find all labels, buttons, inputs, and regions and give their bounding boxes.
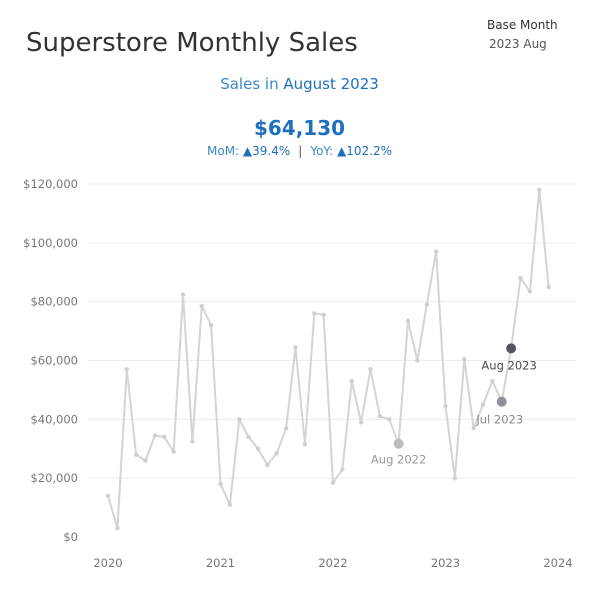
- x-tick-label: 2020: [93, 556, 122, 570]
- data-point[interactable]: [330, 480, 336, 485]
- x-tick-label: 2024: [543, 556, 572, 570]
- sales-subtitle: Sales in August 2023: [0, 75, 599, 93]
- base-month-selector[interactable]: 2023 Aug: [489, 37, 547, 51]
- x-tick-label: 2022: [318, 556, 347, 570]
- x-tick-label: 2023: [431, 556, 460, 570]
- highlight-label: Jul 2023: [475, 413, 523, 427]
- mom-value: ▲39.4%: [242, 144, 291, 158]
- kpi-sales-value: $64,130: [253, 116, 346, 140]
- y-tick-label: $20,000: [30, 471, 78, 485]
- y-tick-label: $120,000: [23, 177, 78, 191]
- data-point[interactable]: [246, 434, 251, 440]
- grid-lines: [88, 183, 576, 479]
- data-point[interactable]: [518, 275, 523, 281]
- data-point[interactable]: [152, 433, 158, 438]
- data-point[interactable]: [105, 493, 111, 499]
- data-point[interactable]: [462, 356, 467, 362]
- data-point[interactable]: [368, 367, 373, 372]
- data-point[interactable]: [190, 439, 195, 444]
- data-point[interactable]: [218, 481, 223, 487]
- data-point[interactable]: [452, 475, 458, 481]
- data-point[interactable]: [293, 345, 298, 350]
- data-point[interactable]: [115, 525, 120, 531]
- y-tick-label: $0: [63, 530, 78, 544]
- data-point[interactable]: [349, 378, 354, 384]
- data-point[interactable]: [171, 449, 176, 454]
- y-tick-label: $60,000: [30, 354, 78, 368]
- yoy-value: ▲102.2%: [337, 144, 392, 158]
- highlight-label: Aug 2023: [481, 358, 536, 372]
- highlight-point[interactable]: [393, 438, 404, 449]
- delta-separator: |: [298, 144, 303, 158]
- base-month-label: Base Month: [487, 18, 558, 32]
- data-point[interactable]: [255, 446, 261, 451]
- highlight-point[interactable]: [506, 343, 517, 354]
- data-point[interactable]: [537, 187, 542, 193]
- highlight-label: Aug 2022: [371, 453, 426, 467]
- data-point[interactable]: [387, 417, 392, 422]
- data-point[interactable]: [283, 425, 289, 431]
- data-point[interactable]: [227, 502, 233, 507]
- sales-line: [107, 188, 550, 530]
- data-point[interactable]: [480, 402, 486, 407]
- data-point[interactable]: [358, 420, 364, 425]
- yoy-label: YoY:: [310, 144, 334, 158]
- data-point[interactable]: [143, 458, 148, 463]
- data-point[interactable]: [340, 467, 345, 472]
- data-point[interactable]: [180, 292, 186, 297]
- data-point[interactable]: [265, 462, 270, 468]
- data-point[interactable]: [471, 425, 476, 431]
- y-axis-labels: $0 $20,000 $40,000 $60,000 $80,000 $100,000 $1…: [23, 177, 78, 544]
- x-tick-label: 2021: [206, 556, 235, 570]
- data-point[interactable]: [302, 442, 308, 447]
- data-point[interactable]: [424, 302, 429, 307]
- data-point[interactable]: [274, 450, 279, 456]
- data-point[interactable]: [443, 403, 448, 409]
- data-point[interactable]: [433, 249, 439, 254]
- data-point[interactable]: [415, 358, 420, 363]
- data-point[interactable]: [133, 452, 139, 457]
- highlight-points[interactable]: Aug 2022 Jul 2023 Aug 2023: [371, 343, 537, 467]
- data-points[interactable]: [105, 187, 551, 531]
- page-title: Superstore Monthly Sales: [26, 28, 358, 58]
- data-point[interactable]: [237, 417, 242, 422]
- data-point[interactable]: [405, 318, 411, 323]
- data-point[interactable]: [527, 289, 533, 294]
- data-point[interactable]: [490, 378, 495, 384]
- y-tick-label: $100,000: [23, 236, 78, 250]
- x-axis-labels: 2020 2021 2022 2023 2024: [93, 556, 572, 570]
- mom-label: MoM:: [207, 144, 240, 158]
- data-point[interactable]: [377, 414, 383, 419]
- data-point[interactable]: [208, 323, 214, 328]
- data-point[interactable]: [124, 367, 129, 372]
- data-point[interactable]: [312, 311, 317, 316]
- sales-line-path: [107, 188, 550, 530]
- subtitle-month: August 2023: [283, 75, 379, 93]
- subtitle-prefix: Sales in: [220, 75, 284, 93]
- data-point[interactable]: [199, 303, 204, 309]
- highlight-point[interactable]: [496, 396, 507, 407]
- y-tick-label: $80,000: [30, 295, 78, 309]
- data-point[interactable]: [321, 312, 326, 318]
- data-point[interactable]: [162, 434, 167, 440]
- kpi-deltas: MoM: ▲39.4% | YoY: ▲102.2%: [0, 144, 599, 158]
- y-tick-label: $40,000: [30, 412, 78, 426]
- data-point[interactable]: [546, 284, 551, 290]
